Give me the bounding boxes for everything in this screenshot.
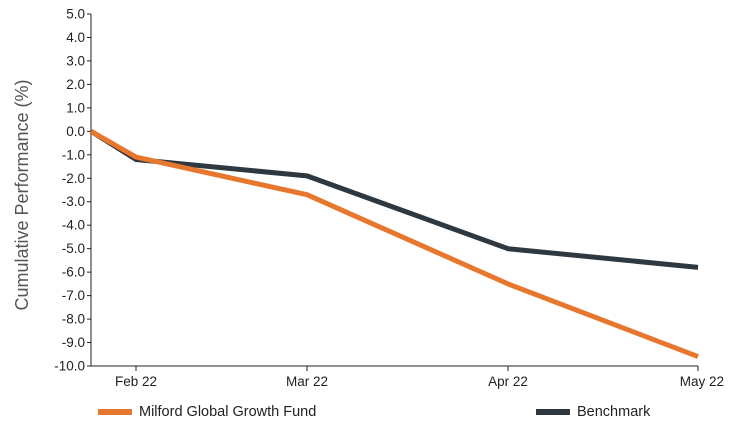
legend-label-benchmark: Benchmark (577, 404, 651, 420)
y-tick-label: 0.0 (66, 124, 85, 139)
y-axis-title: Cumulative Performance (%) (12, 79, 32, 310)
legend-item-fund: Milford Global Growth Fund (98, 404, 316, 420)
y-tick-label: -1.0 (62, 147, 85, 162)
legend-item-benchmark: Benchmark (536, 404, 650, 420)
x-tick-label: Apr 22 (488, 374, 528, 389)
y-tick-label: -3.0 (62, 194, 85, 209)
legend-swatch-fund (98, 409, 132, 415)
x-tick-label: Mar 22 (286, 374, 328, 389)
y-tick-label: 5.0 (66, 7, 85, 22)
x-axis-ticks: Feb 22 Mar 22 Apr 22 May 22 (115, 366, 724, 389)
x-tick-label: May 22 (680, 374, 724, 389)
series-lines (89, 129, 699, 359)
y-tick-label: -7.0 (62, 288, 85, 303)
legend-label-fund: Milford Global Growth Fund (139, 404, 317, 420)
series-line-fund (89, 129, 699, 359)
y-tick-label: -2.0 (62, 171, 85, 186)
y-tick-label: -10.0 (54, 359, 85, 374)
y-axis-ticks: 5.0 4.0 3.0 2.0 1.0 0.0 -1.0 -2.0 -3.0 -4.0 -5.0 -6… (54, 7, 91, 374)
y-tick-label: -9.0 (62, 335, 85, 350)
y-tick-label: -6.0 (62, 265, 85, 280)
y-tick-label: 3.0 (66, 53, 85, 68)
chart-axes (90, 14, 698, 367)
y-tick-label: -8.0 (62, 312, 85, 327)
x-tick-label: Feb 22 (115, 374, 157, 389)
series-line-benchmark (89, 129, 699, 270)
y-tick-label: 4.0 (66, 30, 85, 45)
y-tick-label: 1.0 (66, 100, 85, 115)
y-tick-label: -5.0 (62, 241, 85, 256)
y-tick-label: 2.0 (66, 77, 85, 92)
legend-swatch-benchmark (536, 409, 570, 415)
y-tick-label: -4.0 (62, 218, 85, 233)
